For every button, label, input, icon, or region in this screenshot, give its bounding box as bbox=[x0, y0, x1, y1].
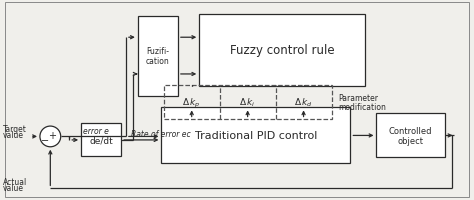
Text: Parameter: Parameter bbox=[338, 93, 379, 102]
Text: $\Delta\,k_p$: $\Delta\,k_p$ bbox=[182, 96, 201, 109]
Text: Target: Target bbox=[3, 124, 27, 133]
Text: error e: error e bbox=[83, 126, 109, 135]
Text: Actual: Actual bbox=[3, 177, 27, 186]
Text: −: − bbox=[41, 135, 49, 145]
Text: +: + bbox=[48, 131, 56, 141]
Text: $\Delta\,k_d$: $\Delta\,k_d$ bbox=[294, 96, 313, 109]
FancyBboxPatch shape bbox=[376, 114, 445, 158]
Text: Traditional PID control: Traditional PID control bbox=[195, 131, 317, 141]
Text: value: value bbox=[3, 130, 24, 139]
Text: $\Delta\,k_i$: $\Delta\,k_i$ bbox=[239, 96, 256, 109]
Text: Rate of error ec: Rate of error ec bbox=[131, 130, 191, 139]
Text: Fuzifi-
cation: Fuzifi- cation bbox=[146, 47, 170, 66]
FancyBboxPatch shape bbox=[138, 17, 178, 96]
Ellipse shape bbox=[40, 126, 61, 147]
Text: Controlled
object: Controlled object bbox=[389, 126, 432, 145]
FancyBboxPatch shape bbox=[81, 124, 121, 157]
Text: value: value bbox=[3, 183, 24, 192]
Text: de/dt: de/dt bbox=[89, 136, 113, 145]
FancyBboxPatch shape bbox=[161, 108, 350, 164]
FancyBboxPatch shape bbox=[199, 15, 365, 86]
Text: modification: modification bbox=[338, 103, 386, 112]
Text: Fuzzy control rule: Fuzzy control rule bbox=[229, 44, 334, 57]
